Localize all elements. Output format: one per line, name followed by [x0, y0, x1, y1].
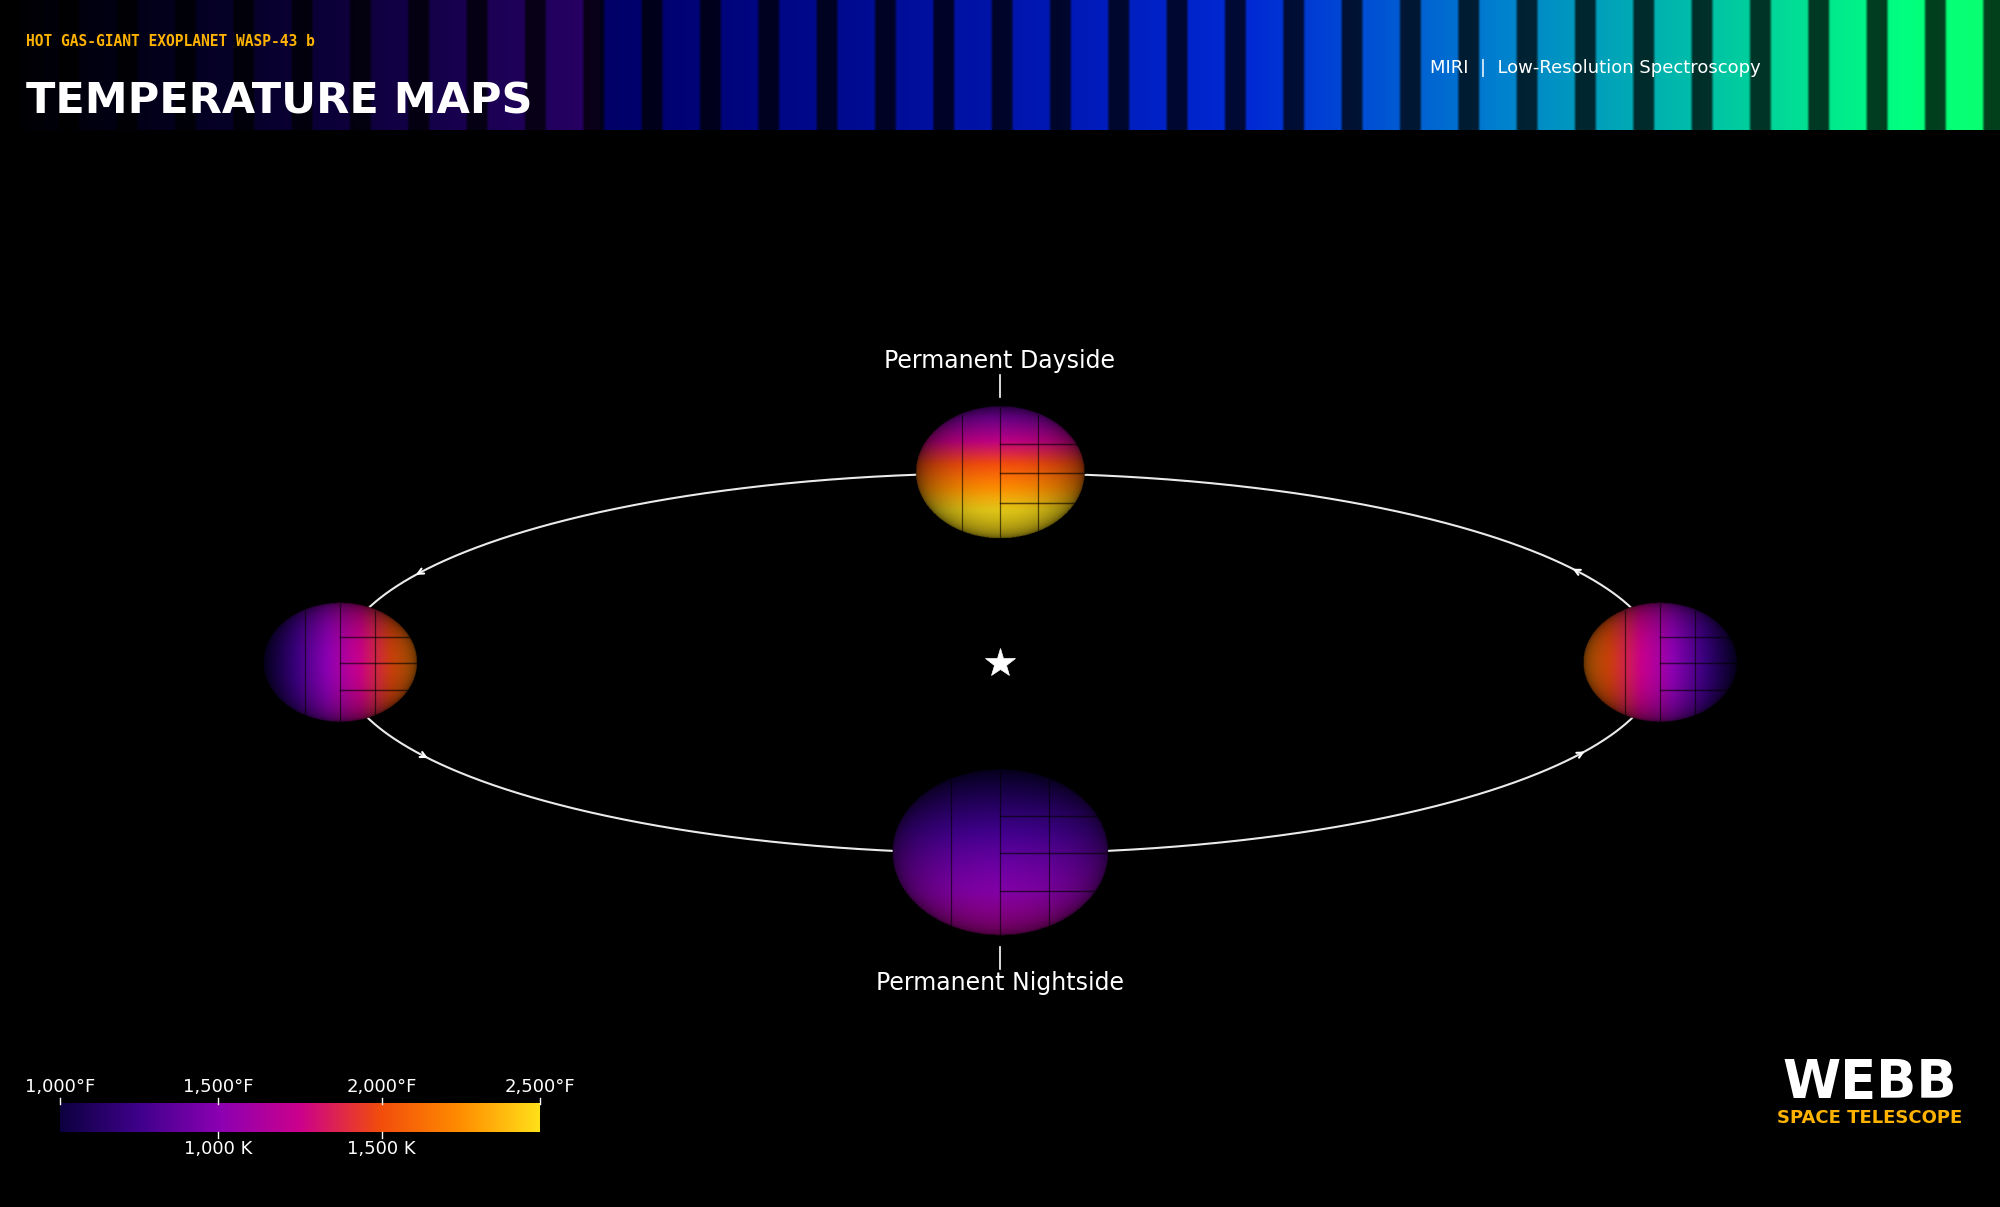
Text: 1,500 K: 1,500 K — [348, 1139, 416, 1158]
Text: MIRI  |  Low-Resolution Spectroscopy: MIRI | Low-Resolution Spectroscopy — [1430, 59, 1760, 77]
Text: TEMPERATURE MAPS: TEMPERATURE MAPS — [26, 81, 532, 123]
Text: Permanent Dayside: Permanent Dayside — [884, 349, 1116, 373]
Text: 1,500°F: 1,500°F — [184, 1078, 254, 1096]
Text: 2,000°F: 2,000°F — [346, 1078, 416, 1096]
Text: WEBB: WEBB — [1782, 1057, 1958, 1109]
Text: 1,000°F: 1,000°F — [24, 1078, 96, 1096]
Text: 1,000 K: 1,000 K — [184, 1139, 252, 1158]
Text: SPACE TELESCOPE: SPACE TELESCOPE — [1778, 1109, 1962, 1127]
Text: Permanent Nightside: Permanent Nightside — [876, 972, 1124, 996]
Text: HOT GAS-GIANT EXOPLANET WASP-43 b: HOT GAS-GIANT EXOPLANET WASP-43 b — [26, 34, 314, 49]
Text: 2,500°F: 2,500°F — [504, 1078, 576, 1096]
